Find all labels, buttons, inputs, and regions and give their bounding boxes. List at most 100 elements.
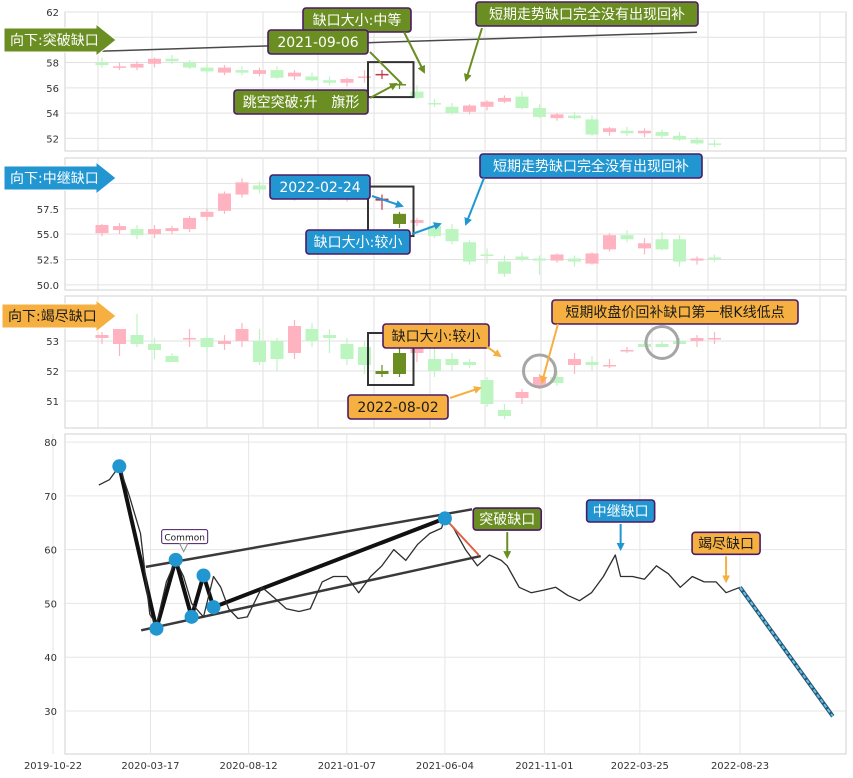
pivot-point <box>196 568 211 583</box>
candle-body <box>218 67 231 73</box>
section-badge-breakaway: 向下:突破缺口 <box>3 22 117 58</box>
candle-body <box>463 105 476 112</box>
candle-body <box>183 338 196 340</box>
callout-no-fill-note-box <box>475 1 699 27</box>
y-tick-label: 52 <box>46 367 59 378</box>
line <box>369 51 403 85</box>
candle-body <box>410 91 424 98</box>
candle-body <box>638 130 651 134</box>
x-tick-label: 2019-10-22 <box>24 761 82 772</box>
candle-body <box>148 58 161 64</box>
callout-gap-size: 缺口大小:中等 <box>302 7 412 33</box>
callout-gap-size-text: 缺口大小:中等 <box>313 12 402 29</box>
candle-body <box>568 258 581 262</box>
arrow-size <box>403 31 425 74</box>
candle-body <box>253 185 266 190</box>
candle-body <box>515 392 529 398</box>
y-tick-label: 57.5 <box>37 205 59 216</box>
candle-body <box>550 254 564 261</box>
candle-body <box>148 229 161 235</box>
candle-body <box>463 362 476 365</box>
callout-gap-size-text: 缺口大小:较小 <box>314 235 403 251</box>
x-tick-label: 2022-03-25 <box>611 761 669 772</box>
arrow-size <box>411 222 442 235</box>
arrow-size <box>485 345 502 358</box>
pivot-point <box>184 609 199 624</box>
candle-body <box>620 350 634 352</box>
candle-body <box>200 67 214 72</box>
callout-no-fill-note-box <box>479 153 703 179</box>
panel-breakaway: 525456586062 <box>46 8 847 152</box>
callout-gap-date-box <box>269 174 371 200</box>
gap-marker-label: 突破缺口 <box>479 512 535 528</box>
y-tick-label: 51 <box>46 397 59 408</box>
candle-body <box>218 193 231 211</box>
callout-gap-size: 缺口大小:较小 <box>382 323 490 349</box>
candle-body <box>638 243 651 249</box>
arrow-date <box>371 195 404 208</box>
candle-body <box>480 380 494 404</box>
x-tick-label: 2021-01-07 <box>318 761 376 772</box>
candle-body <box>200 211 214 217</box>
y-tick-label: 50 <box>44 599 57 610</box>
candle-body <box>445 229 459 242</box>
section-badge-runaway-arrow <box>3 160 117 196</box>
callout-no-fill-note: 短期走势缺口完全没有出现回补 <box>475 1 699 27</box>
y-tick-label: 80 <box>44 438 57 449</box>
candle-body <box>655 239 669 250</box>
callout-pattern-box <box>233 89 369 115</box>
candle-body <box>585 362 599 365</box>
callout-fill-note: 短期收盘价回补缺口第一根K线低点 <box>551 299 799 325</box>
callout-pattern: 跳空突破:升 旗形 <box>233 89 369 115</box>
x-tick-label: 2020-08-12 <box>220 761 278 772</box>
candle-body <box>690 258 704 261</box>
candle-body <box>323 335 336 338</box>
candle-body <box>428 102 441 105</box>
pivot-point <box>149 621 164 636</box>
callout-pattern-text: 跳空突破:升 旗形 <box>243 95 360 111</box>
y-tick-label: 70 <box>44 492 57 503</box>
candle-body <box>235 70 249 73</box>
candle-body <box>498 410 511 416</box>
candle-body <box>568 359 581 365</box>
callout-gap-size-text: 缺口大小:较小 <box>392 329 481 345</box>
section-badge-breakaway-text: 向下:突破缺口 <box>10 33 99 49</box>
decline-segment <box>444 517 480 556</box>
y-tick-label: 58 <box>46 59 59 70</box>
arrow-note <box>464 177 485 226</box>
gap-marker-label: 中继缺口 <box>593 504 649 520</box>
callout-no-fill-note: 短期走势缺口完全没有出现回补 <box>479 153 703 179</box>
y-tick-label: 50.0 <box>37 281 59 292</box>
gap-fill-circle <box>522 353 557 389</box>
candle-body <box>480 101 494 107</box>
pivot-point <box>437 511 452 526</box>
candle-body <box>410 219 424 223</box>
candle-body <box>410 347 424 353</box>
section-badge-runaway-text: 向下:中继缺口 <box>10 171 99 187</box>
panel-frame <box>64 11 847 152</box>
section-badge-runaway: 向下:中继缺口 <box>3 160 117 196</box>
gap-candle-body <box>393 353 406 374</box>
candle-body <box>113 226 126 231</box>
candle-body <box>638 344 651 347</box>
candle-body <box>550 377 564 383</box>
callout-gap-date: 2021-09-06 <box>267 29 369 55</box>
candle-body <box>305 329 319 341</box>
candle-body <box>113 329 126 344</box>
candle-body <box>690 139 704 144</box>
candle-body <box>603 128 616 133</box>
callout-gap-size: 缺口大小:较小 <box>305 229 411 255</box>
arrow-note <box>539 323 559 384</box>
section-badge-exhaustion-arrow <box>1 298 117 334</box>
gap-marker-box <box>472 507 543 531</box>
candle-body <box>165 228 179 232</box>
panel-frame <box>64 157 847 291</box>
candle-body <box>585 119 599 135</box>
panel-overview: 2019-10-22 2020-03-17 2020-08-12 2021-01-07… <box>24 433 847 772</box>
candle-body <box>550 114 564 119</box>
candle-body <box>498 261 511 274</box>
x-tick-label: 2021-06-04 <box>416 761 474 772</box>
candle-body <box>148 344 161 350</box>
section-badge-exhaustion: 向下:竭尽缺口 <box>1 298 117 334</box>
section-badge-breakaway-arrow <box>3 22 117 58</box>
